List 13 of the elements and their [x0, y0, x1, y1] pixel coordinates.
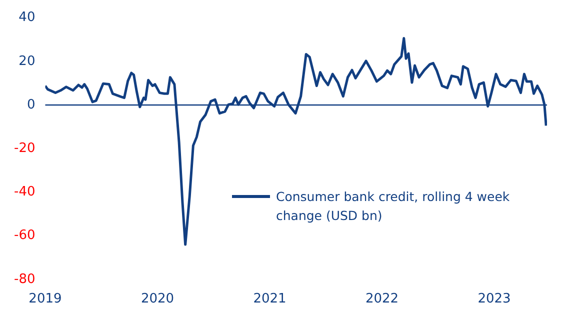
- y-tick-label: 40: [18, 10, 36, 26]
- y-tick-label: -40: [14, 184, 36, 200]
- x-tick-label: 2019: [28, 292, 62, 307]
- x-tick-label: 2020: [140, 292, 174, 307]
- y-tick-label: -20: [14, 140, 36, 156]
- y-tick-label: -80: [14, 272, 36, 287]
- x-tick-label: 2021: [253, 292, 286, 307]
- x-tick-label: 2023: [478, 292, 511, 307]
- x-tick-label: 2022: [365, 292, 399, 307]
- y-tick-label: -60: [14, 228, 36, 244]
- legend-label: Consumer bank credit, rolling 4 week change (USD bn): [276, 188, 511, 226]
- y-tick-label: 20: [18, 54, 36, 69]
- y-tick-label: 0: [26, 97, 36, 112]
